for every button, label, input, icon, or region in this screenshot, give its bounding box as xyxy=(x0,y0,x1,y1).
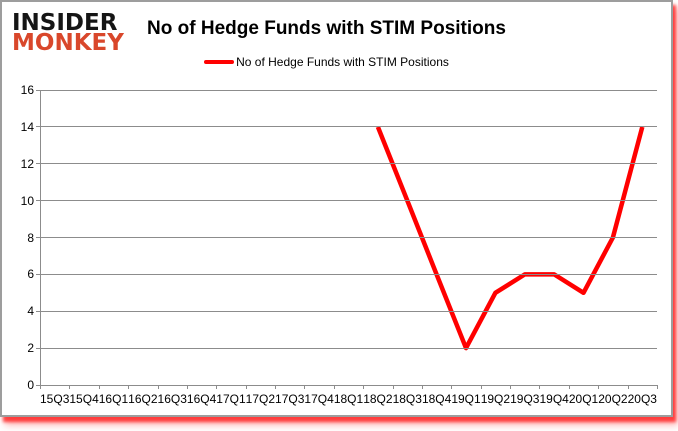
y-tick-label: 12 xyxy=(20,156,34,171)
y-tick-label: 4 xyxy=(27,304,34,319)
gridline xyxy=(36,200,657,202)
x-tick-label: 16Q4 xyxy=(186,392,217,406)
x-axis-tick xyxy=(598,385,600,389)
x-axis-tick xyxy=(157,385,159,389)
x-axis-tick xyxy=(480,385,482,389)
x-axis-tick xyxy=(275,385,277,389)
y-tick-label: 6 xyxy=(27,267,34,282)
logo-text-monkey: MONKEY xyxy=(12,30,124,56)
chart-frame: INSIDER MONKEY No of Hedge Funds with ST… xyxy=(0,0,673,417)
y-tick-label: 16 xyxy=(20,83,34,97)
x-axis-tick xyxy=(216,385,218,389)
logo-text-insider: INSIDER xyxy=(12,10,118,36)
plot-area xyxy=(36,89,658,389)
x-tick-label: 19Q4 xyxy=(539,392,569,406)
x-axis-tick xyxy=(128,385,130,389)
legend: No of Hedge Funds with STIM Positions xyxy=(2,55,651,69)
x-axis-tick xyxy=(69,385,71,389)
y-tick-label: 2 xyxy=(27,341,34,356)
gridline xyxy=(36,163,657,165)
x-axis-tick xyxy=(451,385,453,389)
gridline xyxy=(36,310,657,312)
gridline xyxy=(36,126,657,128)
y-tick-label: 8 xyxy=(27,230,34,245)
x-tick-label: 18Q1 xyxy=(333,392,364,406)
x-tick-label: 16Q3 xyxy=(157,392,187,406)
x-axis-tick xyxy=(98,385,100,389)
x-tick-label: 20Q2 xyxy=(598,392,628,406)
insider-monkey-logo: INSIDER MONKEY xyxy=(12,10,124,56)
x-tick-label: 17Q1 xyxy=(216,392,246,406)
gridline xyxy=(36,89,657,91)
x-axis-tick xyxy=(245,385,247,389)
x-axis-tick xyxy=(186,385,188,389)
x-tick-label: 16Q2 xyxy=(128,392,158,406)
x-tick-label: 20Q3 xyxy=(627,392,657,406)
gridline xyxy=(36,273,657,275)
x-axis-tick xyxy=(392,385,394,389)
x-tick-label: 18Q3 xyxy=(392,392,422,406)
x-tick-label: 17Q3 xyxy=(275,392,305,406)
x-tick-label: 18Q2 xyxy=(363,392,393,406)
x-tick-label: 17Q2 xyxy=(245,392,276,406)
legend-label: No of Hedge Funds with STIM Positions xyxy=(236,55,449,69)
x-tick-label: 19Q1 xyxy=(451,392,481,406)
x-tick-label: 19Q2 xyxy=(480,392,511,406)
y-tick-label: 10 xyxy=(20,193,34,208)
x-axis-tick xyxy=(627,385,629,389)
x-axis-tick xyxy=(568,385,570,389)
x-tick-label: 18Q4 xyxy=(421,392,452,406)
y-tick-label: 0 xyxy=(27,378,34,392)
x-axis-tick xyxy=(539,385,541,389)
chart-title: No of Hedge Funds with STIM Positions xyxy=(147,18,506,39)
x-axis-tick xyxy=(40,385,41,389)
x-tick-label: 15Q3 xyxy=(40,392,70,406)
x-axis-tick xyxy=(421,385,423,389)
x-axis-tick xyxy=(657,385,658,389)
gridline xyxy=(36,237,657,238)
x-axis-tick xyxy=(333,385,335,389)
x-tick-label: 20Q1 xyxy=(568,392,599,406)
y-axis-line xyxy=(40,90,41,385)
legend-line-marker-icon xyxy=(204,60,235,64)
x-tick-label: 19Q3 xyxy=(510,392,540,406)
y-tick-label: 14 xyxy=(20,119,34,134)
gridline xyxy=(36,347,657,349)
gridline xyxy=(36,384,657,386)
x-tick-label: 16Q1 xyxy=(98,392,129,406)
x-axis-tick xyxy=(363,385,365,389)
x-axis-tick xyxy=(304,385,306,389)
x-axis-tick xyxy=(510,385,512,389)
x-tick-label: 15Q4 xyxy=(69,392,99,406)
x-tick-label: 17Q4 xyxy=(304,392,334,406)
